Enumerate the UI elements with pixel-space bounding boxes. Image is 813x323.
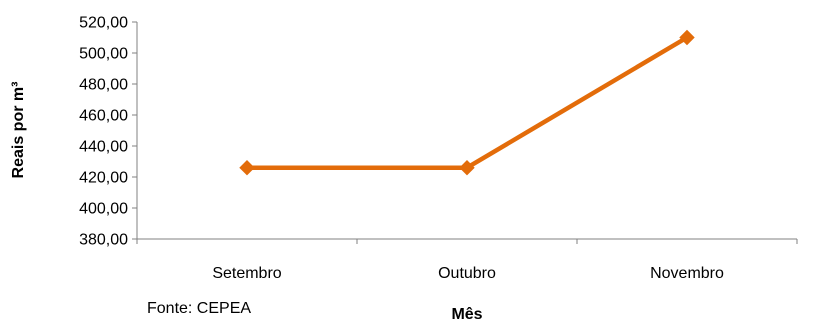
y-tick-label: 400,00 xyxy=(79,201,128,218)
x-axis-title: Mês xyxy=(451,306,482,323)
y-tick-label: 440,00 xyxy=(79,139,128,156)
series-line xyxy=(247,38,687,168)
x-tick-label: Setembro xyxy=(212,265,281,282)
y-axis-ticks: 380,00 400,00 420,00 440,00 460,00 480,00 500,… xyxy=(79,15,137,249)
y-tick-label: 500,00 xyxy=(79,46,128,63)
y-axis-title: Reais por m³ xyxy=(10,82,27,179)
y-tick-label: 480,00 xyxy=(79,77,128,94)
x-axis-ticks: Setembro Outubro Novembro xyxy=(137,239,797,282)
x-tick-label: Outubro xyxy=(438,265,496,282)
y-tick-label: 380,00 xyxy=(79,232,128,249)
x-tick-label: Novembro xyxy=(650,265,724,282)
series-group xyxy=(240,31,694,175)
y-tick-label: 420,00 xyxy=(79,170,128,187)
data-point-marker xyxy=(240,161,254,175)
y-tick-label: 460,00 xyxy=(79,108,128,125)
y-tick-label: 520,00 xyxy=(79,15,128,32)
source-note: Fonte: CEPEA xyxy=(147,300,251,317)
